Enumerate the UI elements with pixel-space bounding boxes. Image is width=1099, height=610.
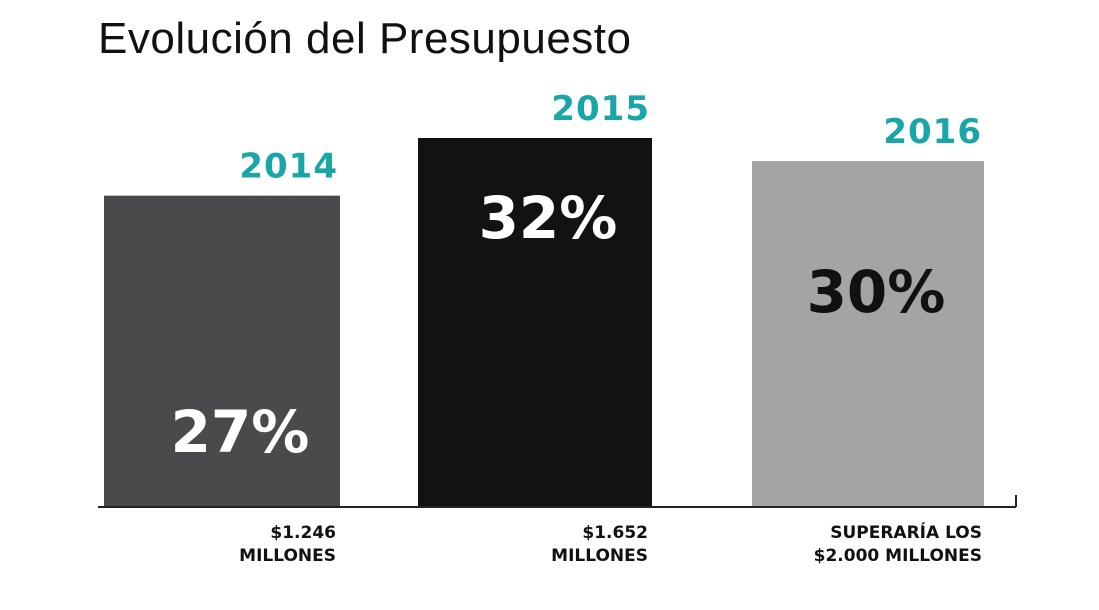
bar-2014 <box>104 195 340 507</box>
bars-group <box>104 138 984 507</box>
value-label-2015: 32% <box>479 184 618 252</box>
note-2016: SUPERARÍA LOS $2.000 MILLONES <box>814 522 982 568</box>
note-line: $1.246 <box>270 523 336 543</box>
note-line: $1.652 <box>582 523 648 543</box>
note-2014: $1.246 MILLONES <box>239 522 336 568</box>
note-line: MILLONES <box>551 546 648 566</box>
year-label-2016: 2016 <box>883 112 982 152</box>
note-2015: $1.652 MILLONES <box>551 522 648 568</box>
value-label-2016: 30% <box>807 258 946 326</box>
chart-title: Evolución del Presupuesto <box>98 14 632 63</box>
note-line: SUPERARÍA LOS <box>830 523 982 543</box>
note-line: MILLONES <box>239 546 336 566</box>
bar-2016 <box>752 161 984 507</box>
value-label-2014: 27% <box>171 398 310 466</box>
note-line: $2.000 MILLONES <box>813 546 982 566</box>
labels-group: 2014 27% 2015 32% 2016 30% <box>171 89 982 466</box>
year-label-2014: 2014 <box>239 147 338 187</box>
bar-2015 <box>418 138 652 507</box>
year-label-2015: 2015 <box>551 89 650 129</box>
